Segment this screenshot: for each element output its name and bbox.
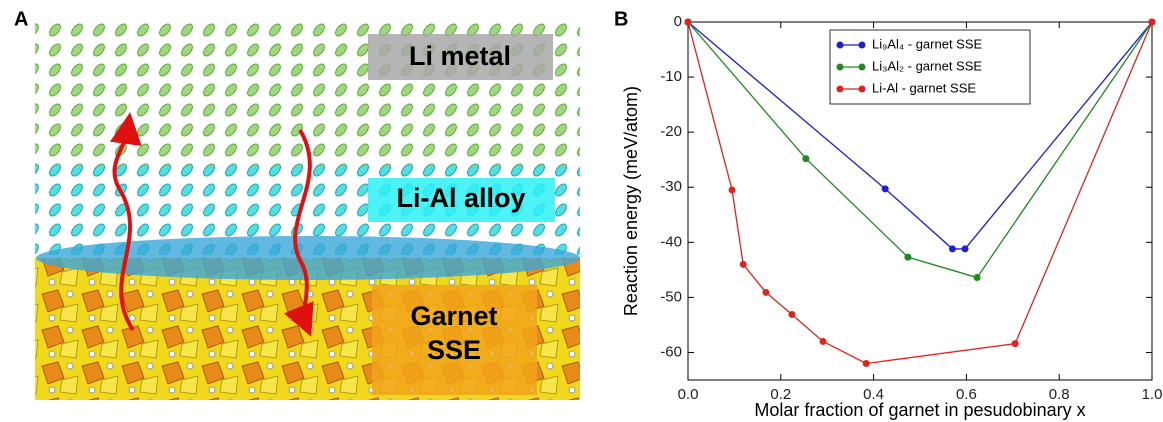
layer-label: Garnet xyxy=(410,301,497,331)
y-tick-label: -30 xyxy=(660,178,682,195)
data-point xyxy=(819,337,827,345)
data-point xyxy=(973,274,981,282)
legend-marker xyxy=(858,85,866,93)
layer-label: Li-Al alloy xyxy=(396,183,525,213)
data-point xyxy=(862,359,870,367)
data-point xyxy=(1148,18,1156,26)
legend-label: Li-Al - garnet SSE xyxy=(872,80,976,95)
label-box xyxy=(368,178,555,222)
layer-label: SSE xyxy=(427,335,481,365)
arrow xyxy=(284,128,314,337)
legend-marker xyxy=(836,85,844,93)
legend-marker xyxy=(858,63,866,71)
data-point xyxy=(948,245,956,253)
data-point xyxy=(881,185,889,193)
data-point xyxy=(904,253,912,261)
label-box xyxy=(368,34,553,80)
y-tick-label: -40 xyxy=(660,233,682,250)
x-tick-label: 0.6 xyxy=(956,386,977,403)
data-point xyxy=(961,245,969,253)
data-point xyxy=(788,310,796,318)
y-tick-label: -10 xyxy=(660,68,682,85)
legend-label: Li₉Al₄ - garnet SSE xyxy=(872,36,983,51)
legend-marker xyxy=(836,63,844,71)
x-tick-label: 0.0 xyxy=(678,386,699,403)
panel-label: B xyxy=(614,8,628,30)
data-point xyxy=(684,18,692,26)
legend-label: Li₃Al₂ - garnet SSE xyxy=(872,58,982,73)
data-point xyxy=(1011,340,1019,348)
data-point xyxy=(739,260,747,268)
x-tick-label: 0.2 xyxy=(770,386,791,403)
data-point xyxy=(762,288,770,296)
legend-marker xyxy=(858,41,866,49)
x-tick-label: 0.4 xyxy=(863,386,884,403)
layer-label: Li metal xyxy=(409,41,511,71)
panel-label: A xyxy=(14,8,28,30)
data-point xyxy=(802,155,810,163)
y-tick-label: 0 xyxy=(674,13,682,30)
y-tick-label: -20 xyxy=(660,123,682,140)
illustration: Li metal Li-Al alloy Garnet SSE xyxy=(35,20,580,400)
y-axis-label: Reaction energy (meV/atom) xyxy=(621,86,641,316)
x-tick-label: 1.0 xyxy=(1142,386,1163,403)
interface xyxy=(36,236,580,280)
label-box xyxy=(372,285,537,395)
arrow xyxy=(109,112,142,332)
data-point xyxy=(728,186,736,194)
x-axis-label: Molar fraction of garnet in pesudobinary… xyxy=(754,400,1085,420)
plot-frame xyxy=(687,21,1153,381)
y-tick-label: -50 xyxy=(660,288,682,305)
x-tick-label: 0.8 xyxy=(1049,386,1070,403)
y-tick-label: -60 xyxy=(660,343,682,360)
legend-marker xyxy=(836,41,844,49)
